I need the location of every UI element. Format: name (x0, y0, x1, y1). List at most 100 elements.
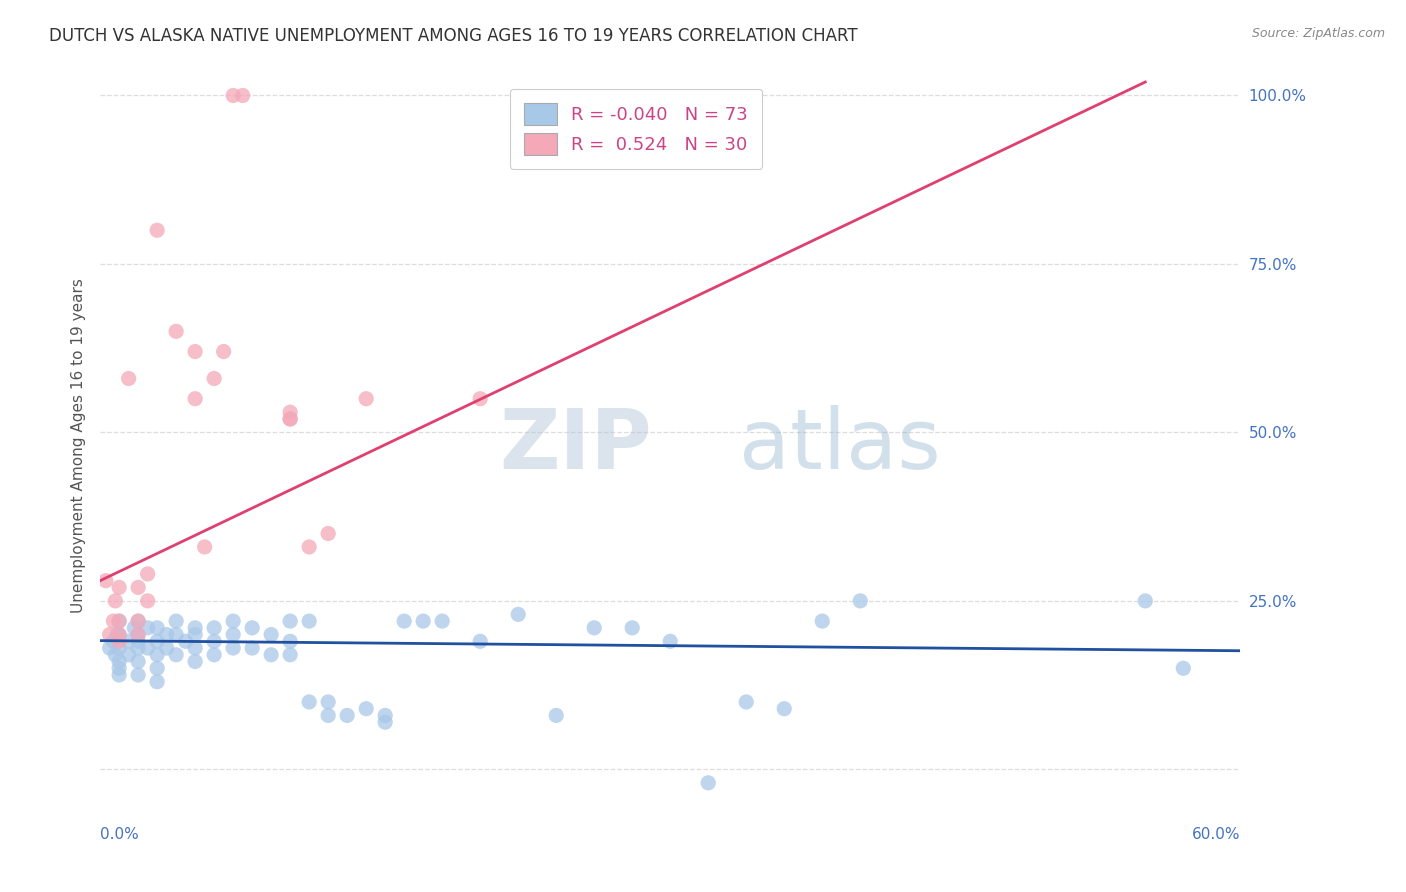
Point (222, 627, 245, 641)
Point (146, 621, 169, 635)
Point (354, 702, 377, 716)
Point (194, 540, 217, 554)
Text: ZIP: ZIP (499, 405, 652, 486)
Point (146, 223, 169, 237)
Point (105, 627, 128, 641)
Point (1135, 594, 1157, 608)
Point (212, 344, 235, 359)
Point (108, 641, 131, 656)
Point (412, 614, 434, 628)
Point (108, 634, 131, 648)
Point (202, 621, 225, 635)
Point (508, 607, 530, 622)
Point (298, 695, 321, 709)
Point (146, 674, 169, 689)
Text: 0.0%: 0.0% (100, 827, 139, 842)
Point (184, 621, 207, 635)
Point (392, 614, 415, 628)
Point (108, 614, 131, 628)
Point (278, 634, 301, 648)
Point (103, 634, 125, 648)
Point (430, 614, 453, 628)
Point (103, 614, 125, 628)
Point (108, 627, 131, 641)
Point (127, 655, 149, 669)
Point (240, 641, 263, 656)
Point (108, 655, 131, 669)
Point (278, 405, 301, 419)
Point (470, 634, 492, 648)
Point (849, 594, 872, 608)
Point (127, 634, 149, 648)
Point (260, 627, 283, 641)
Point (1173, 661, 1195, 675)
Point (184, 392, 207, 406)
Point (278, 614, 301, 628)
Point (298, 614, 321, 628)
Point (165, 648, 187, 662)
Point (316, 708, 339, 723)
Point (94, 574, 117, 588)
Point (621, 621, 644, 635)
Point (117, 648, 139, 662)
Point (202, 648, 225, 662)
Point (240, 621, 263, 635)
Point (124, 621, 146, 635)
Point (127, 627, 149, 641)
Text: 60.0%: 60.0% (1192, 827, 1240, 842)
Point (108, 581, 131, 595)
Point (98, 627, 121, 641)
Point (659, 634, 682, 648)
Point (165, 324, 187, 338)
Point (298, 540, 321, 554)
Point (184, 655, 207, 669)
Point (108, 614, 131, 628)
Point (127, 627, 149, 641)
Point (98, 641, 121, 656)
Y-axis label: Unemployment Among Ages 16 to 19 years: Unemployment Among Ages 16 to 19 years (72, 278, 86, 614)
Point (136, 641, 159, 656)
Point (117, 371, 139, 385)
Point (773, 702, 796, 716)
Point (470, 392, 492, 406)
Point (546, 708, 568, 723)
Point (697, 776, 720, 790)
Point (127, 614, 149, 628)
Point (104, 594, 127, 608)
Point (165, 614, 187, 628)
Point (583, 621, 606, 635)
Point (316, 695, 339, 709)
Point (146, 648, 169, 662)
Point (127, 581, 149, 595)
Point (735, 695, 758, 709)
Text: DUTCH VS ALASKA NATIVE UNEMPLOYMENT AMONG AGES 16 TO 19 YEARS CORRELATION CHART: DUTCH VS ALASKA NATIVE UNEMPLOYMENT AMON… (49, 27, 858, 45)
Text: Source: ZipAtlas.com: Source: ZipAtlas.com (1251, 27, 1385, 40)
Point (260, 648, 283, 662)
Point (156, 641, 179, 656)
Point (136, 566, 159, 581)
Point (278, 412, 301, 426)
Point (136, 594, 159, 608)
Point (232, 88, 254, 103)
Point (278, 412, 301, 426)
Point (127, 614, 149, 628)
Point (222, 614, 245, 628)
Point (222, 641, 245, 656)
Point (108, 627, 131, 641)
Point (146, 634, 169, 648)
Point (146, 661, 169, 675)
Point (202, 634, 225, 648)
Point (184, 641, 207, 656)
Point (336, 708, 359, 723)
Point (316, 526, 339, 541)
Point (202, 371, 225, 385)
Point (354, 392, 377, 406)
Point (222, 88, 245, 103)
Point (108, 668, 131, 682)
Point (174, 634, 197, 648)
Text: atlas: atlas (738, 405, 941, 486)
Point (104, 648, 127, 662)
Point (374, 715, 396, 730)
Point (136, 621, 159, 635)
Point (117, 634, 139, 648)
